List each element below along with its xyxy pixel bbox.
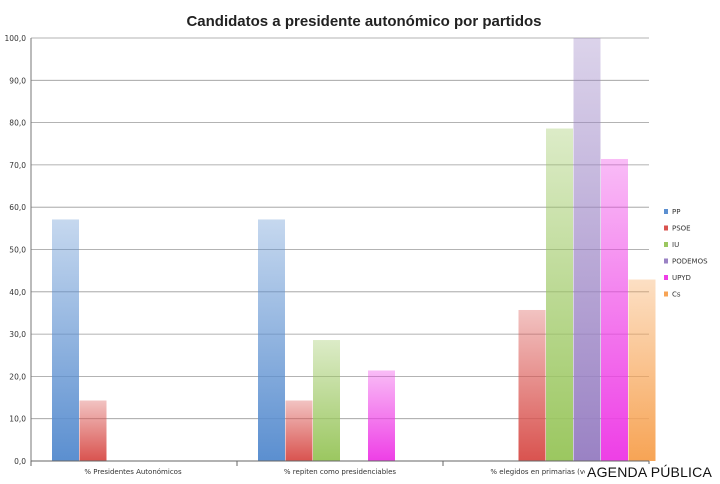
chart-title: Candidatos a presidente autonómico por p… (186, 13, 541, 30)
gridlines (30, 37, 649, 462)
bar-psoe-2 (518, 309, 546, 461)
bar-psoe-0 (79, 400, 107, 461)
legend-label-podemos: PODEMOS (672, 258, 708, 266)
legend-label-pp: PP (672, 208, 680, 216)
legend: PP PSOE IU PODEMOS UPYD Cs (664, 208, 708, 299)
bar-pp-0 (52, 219, 79, 461)
y-tick-label: 60,0 (9, 203, 26, 212)
bar-iu-1 (313, 340, 340, 461)
source-credit: AGENDA PÚBLICA (585, 464, 714, 480)
legend-swatch-iu (664, 242, 668, 247)
y-tick-label: 20,0 (9, 372, 26, 381)
legend-label-upyd: UPYD (672, 274, 691, 282)
bar-pp-1 (258, 219, 285, 461)
bar-psoe-1 (285, 400, 313, 461)
y-tick-label: 40,0 (9, 288, 26, 297)
y-tick-label: 0,0 (14, 457, 26, 466)
bar-cs-2 (628, 279, 656, 461)
y-tick-label: 50,0 (9, 246, 26, 255)
legend-swatch-cs (664, 291, 668, 297)
y-tick-label: 70,0 (9, 161, 26, 170)
y-tick-label: 90,0 (9, 76, 26, 85)
category-label: % elegidos en primarias (votos) (490, 468, 602, 476)
legend-swatch-upyd (664, 275, 668, 280)
category-label: % repiten como presidenciables (284, 468, 396, 476)
legend-swatch-podemos (664, 258, 668, 264)
category-labels: % Presidentes Autonómicos % repiten como … (84, 468, 602, 476)
bar-iu-2 (546, 128, 573, 461)
y-axis-ticks: 0,0 10,0 20,0 30,0 40,0 50,0 60,0 70,0 80,0 90,0 1… (5, 34, 27, 466)
y-tick-label: 80,0 (9, 119, 26, 128)
category-label: % Presidentes Autonómicos (84, 468, 182, 476)
y-tick-label: 10,0 (9, 415, 26, 424)
bars (52, 38, 656, 461)
bar-upyd-2 (601, 158, 628, 461)
legend-label-cs: Cs (672, 291, 681, 299)
legend-label-iu: IU (672, 241, 679, 249)
y-tick-label: 100,0 (5, 34, 27, 43)
legend-swatch-psoe (664, 225, 668, 231)
legend-label-psoe: PSOE (672, 225, 691, 233)
legend-swatch-pp (664, 209, 668, 214)
y-tick-label: 30,0 (9, 330, 26, 339)
bar-podemos-2 (573, 38, 601, 461)
x-axis (30, 460, 650, 466)
bar-upyd-1 (368, 370, 395, 461)
